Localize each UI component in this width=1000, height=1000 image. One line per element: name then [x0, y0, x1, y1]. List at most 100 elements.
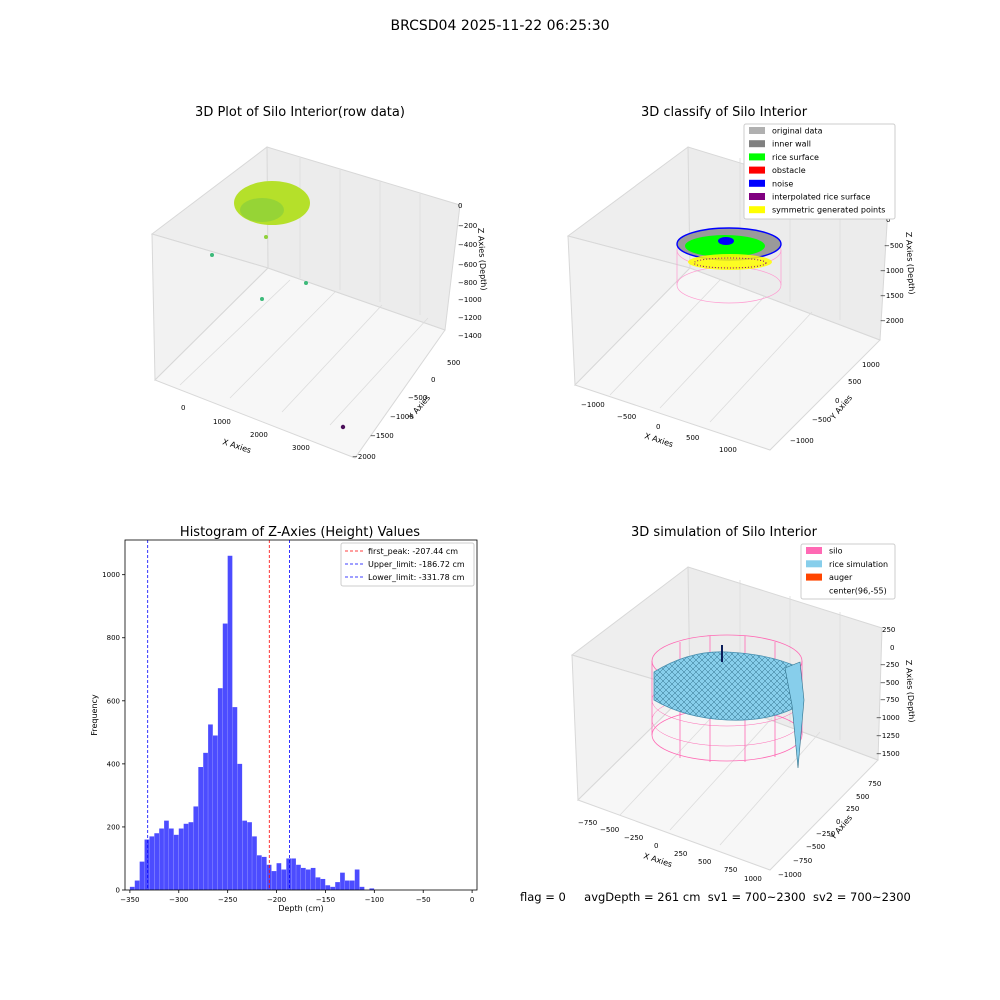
status-footer: flag = 0 avgDepth = 261 cm sv1 = 700~230…	[520, 890, 911, 904]
histogram-bar	[330, 886, 336, 890]
legend-swatch	[806, 573, 822, 581]
figure-title: BRCSD04 2025-11-22 06:25:30	[390, 18, 610, 34]
histogram-bar	[173, 834, 179, 890]
legend-label: obstacle	[772, 166, 806, 175]
panel1-z-tick: 0	[458, 202, 462, 210]
histogram-x-tick-label: −50	[416, 896, 431, 904]
panel2-z-tick: −500	[884, 242, 903, 250]
histogram-x-label: Depth (cm)	[278, 904, 323, 913]
histogram-bar	[217, 688, 223, 890]
panel1-z-tick: −600	[458, 261, 477, 269]
panel4-z-tick: −750	[880, 696, 899, 704]
histogram-y-tick-label: 0	[116, 887, 120, 895]
histogram-bar	[276, 863, 282, 890]
panel2-z-tick: −1500	[880, 292, 904, 300]
histogram-bar	[320, 878, 326, 890]
histogram-bar	[134, 880, 140, 890]
panel1-point	[340, 424, 346, 430]
panel4-x-tick: 750	[724, 866, 737, 874]
histogram-bar	[178, 828, 184, 890]
panel2-z-tick: 0	[886, 216, 890, 224]
histogram-y-tick-label: 600	[107, 697, 120, 705]
panel1-z-tick: −1400	[458, 332, 482, 340]
panel1-x-tick: 2000	[250, 431, 268, 439]
histogram-legend: first_peak: -207.44 cm Upper_limit: -186.…	[340, 542, 475, 587]
histogram-bar	[305, 869, 311, 890]
histogram-bar	[281, 869, 287, 890]
panel4-y-tick: 250	[846, 805, 859, 813]
panel4-x-ticks: −750 −500 −250 0 250 500 750 1000	[578, 819, 762, 883]
panel4-y-label: Y Axies	[828, 813, 854, 842]
panel-histogram: Histogram of Z-Axies (Height) Values −35…	[90, 525, 478, 913]
panel2-noise	[718, 237, 734, 245]
sv2-text: sv2 = 700~2300	[812, 890, 911, 904]
histogram-bar	[369, 888, 375, 890]
histogram-bar	[261, 856, 267, 890]
legend-swatch	[806, 547, 822, 554]
histogram-bar	[296, 864, 301, 890]
panel1-z-tick: −400	[458, 241, 477, 249]
legend-swatch	[749, 127, 765, 134]
panel1-x-tick: 3000	[292, 444, 310, 452]
panel1-x-tick: 0	[181, 404, 185, 412]
histogram-bar	[154, 833, 160, 890]
panel1-y-tick: −1000	[390, 413, 414, 421]
histogram-bar	[340, 872, 345, 890]
histogram-bar	[310, 867, 316, 890]
panel4-x-tick: −750	[578, 819, 597, 827]
panel4-z-tick: 0	[890, 644, 894, 652]
histogram-bar	[144, 839, 150, 890]
panel2-x-label: X Axies	[643, 431, 674, 449]
panel2-z-ticks: 0 −500 −1000 −1500 −2000	[880, 216, 904, 325]
legend-label: rice surface	[772, 153, 819, 162]
histogram-y-tick-label: 800	[107, 634, 120, 642]
panel2-y-tick: −500	[812, 416, 831, 424]
panel1-gridlines	[179, 158, 429, 426]
panel4-z-label: Z Axies (Depth)	[904, 660, 916, 723]
histogram-y-tick-label: 1000	[102, 571, 120, 579]
panel1-y-tick: 0	[431, 376, 435, 384]
panel1-z-tick: −200	[458, 222, 477, 230]
panel4-x-tick: 500	[698, 858, 711, 866]
histogram-x-tick-label: −250	[218, 896, 237, 904]
panel4-y-tick: 500	[856, 793, 869, 801]
panel4-x-label: X Axies	[642, 851, 673, 869]
panel2-y-tick: 500	[848, 378, 861, 386]
panel-simulation-3d: 3D simulation of Silo Interior −750 −500	[570, 525, 916, 883]
panel2-x-tick: −500	[617, 413, 636, 421]
panel2-y-tick: −1000	[790, 437, 814, 445]
panel2-x-tick: 0	[656, 423, 660, 431]
histogram-x-ticks: −350 −300 −250 −200 −150 −100 −50 0	[120, 890, 474, 904]
histogram-bar	[193, 806, 199, 890]
histogram-bar	[208, 724, 213, 890]
histogram-y-label: Frequency	[90, 694, 99, 736]
histogram-bar	[345, 880, 350, 890]
panel1-point	[264, 235, 268, 239]
histogram-bar	[359, 886, 365, 890]
panel2-z-tick: −1000	[880, 267, 904, 275]
histogram-y-ticks: 0 200 400 600 800 1000	[102, 571, 125, 895]
histogram-bar	[149, 836, 155, 890]
panel3-title: Histogram of Z-Axies (Height) Values	[180, 525, 420, 540]
panel4-y-tick: 750	[868, 780, 881, 788]
histogram-bar	[129, 886, 135, 890]
panel-raw-3d: 3D Plot of Silo Interior(row data) 0 100…	[150, 105, 488, 461]
legend-label: noise	[772, 179, 793, 188]
histogram-bar	[188, 822, 194, 890]
panel4-z-tick: −1000	[876, 714, 900, 722]
histogram-bar	[222, 623, 228, 890]
legend-label: interpolated rice surface	[772, 193, 870, 202]
panel2-x-tick: 1000	[719, 446, 737, 454]
panel1-surface-shade	[240, 198, 284, 222]
panel2-z-tick: −2000	[880, 317, 904, 325]
histogram-bar	[257, 855, 262, 890]
histogram-bar	[183, 823, 189, 890]
histogram-bar	[203, 752, 208, 890]
histogram-bar	[227, 555, 233, 890]
histogram-legend-label: Upper_limit: -186.72 cm	[368, 560, 465, 569]
legend-label: silo	[829, 547, 843, 556]
panel4-y-tick: −750	[793, 857, 812, 865]
panel1-point	[304, 281, 308, 285]
histogram-bars	[129, 555, 375, 890]
